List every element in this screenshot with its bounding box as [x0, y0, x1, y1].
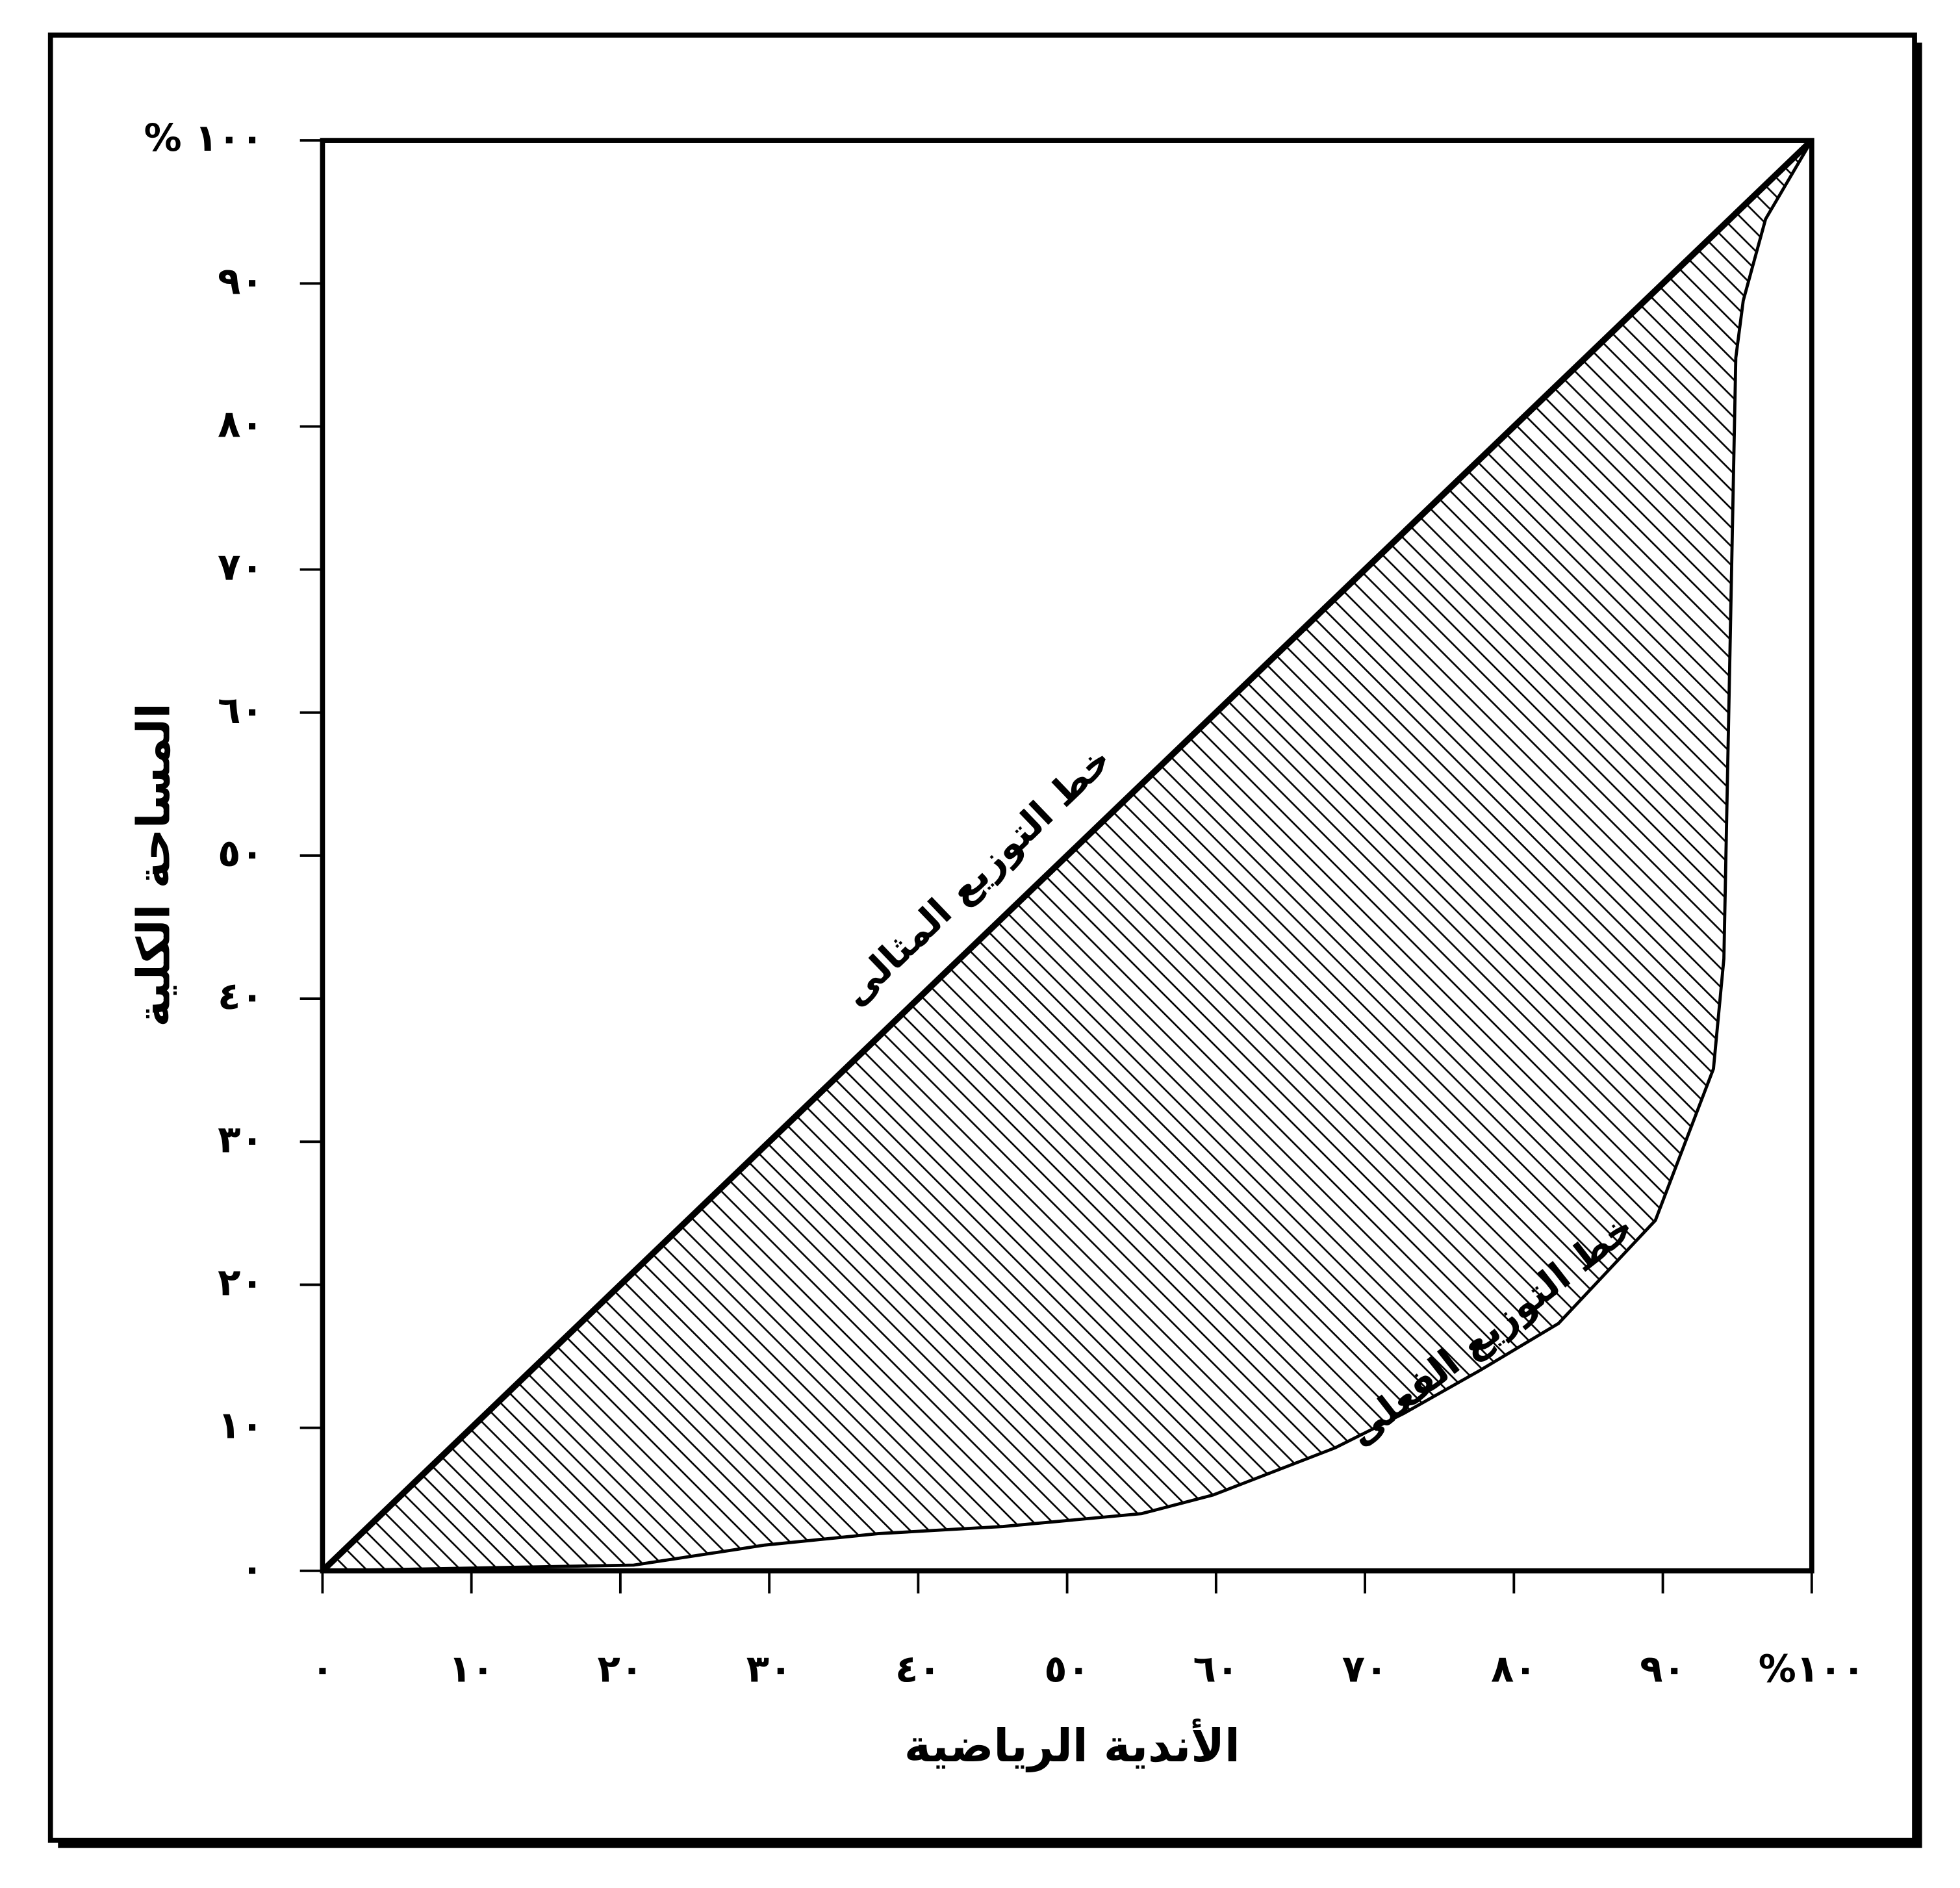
x-tick-label: ٦٠ — [1193, 1646, 1240, 1690]
y-tick-label: ٠ — [240, 1546, 263, 1590]
y-axis-label: المساحة الكلية — [129, 703, 181, 1027]
x-tick-label: ٤٠ — [895, 1646, 941, 1690]
y-tick-label: ٧٠ — [218, 545, 264, 589]
y-tick-label: ٩٠ — [218, 259, 264, 303]
x-tick-label: ٨٠ — [1491, 1646, 1537, 1690]
x-tick-label: ٠ — [311, 1646, 334, 1690]
x-tick-label: ٢٠ — [598, 1646, 644, 1690]
y-tick-label: ٣٠ — [218, 1117, 264, 1161]
x-tick-label: ٣٠ — [746, 1646, 793, 1690]
y-tick-label: ٥٠ — [218, 831, 264, 875]
series-line — [320, 138, 1814, 1574]
x-tick-label: ٥٠ — [1044, 1646, 1090, 1690]
x-tick-label: ٧٠ — [1342, 1646, 1388, 1690]
y-tick-label: % ١٠٠ — [144, 116, 264, 160]
y-tick-label: ١٠ — [218, 1403, 264, 1448]
x-tick-label: %١٠٠ — [1759, 1646, 1865, 1690]
x-tick-label: ١٠ — [448, 1646, 494, 1690]
series-line — [322, 139, 1813, 1573]
y-tick-label: ٢٠ — [218, 1260, 264, 1305]
y-tick-label: ٤٠ — [218, 974, 264, 1018]
y-tick-label: ٦٠ — [218, 688, 264, 732]
x-tick-label: ٩٠ — [1640, 1646, 1686, 1690]
y-tick-label: ٨٠ — [218, 402, 264, 446]
x-axis-label: الأندية الرياضية — [904, 1718, 1240, 1772]
